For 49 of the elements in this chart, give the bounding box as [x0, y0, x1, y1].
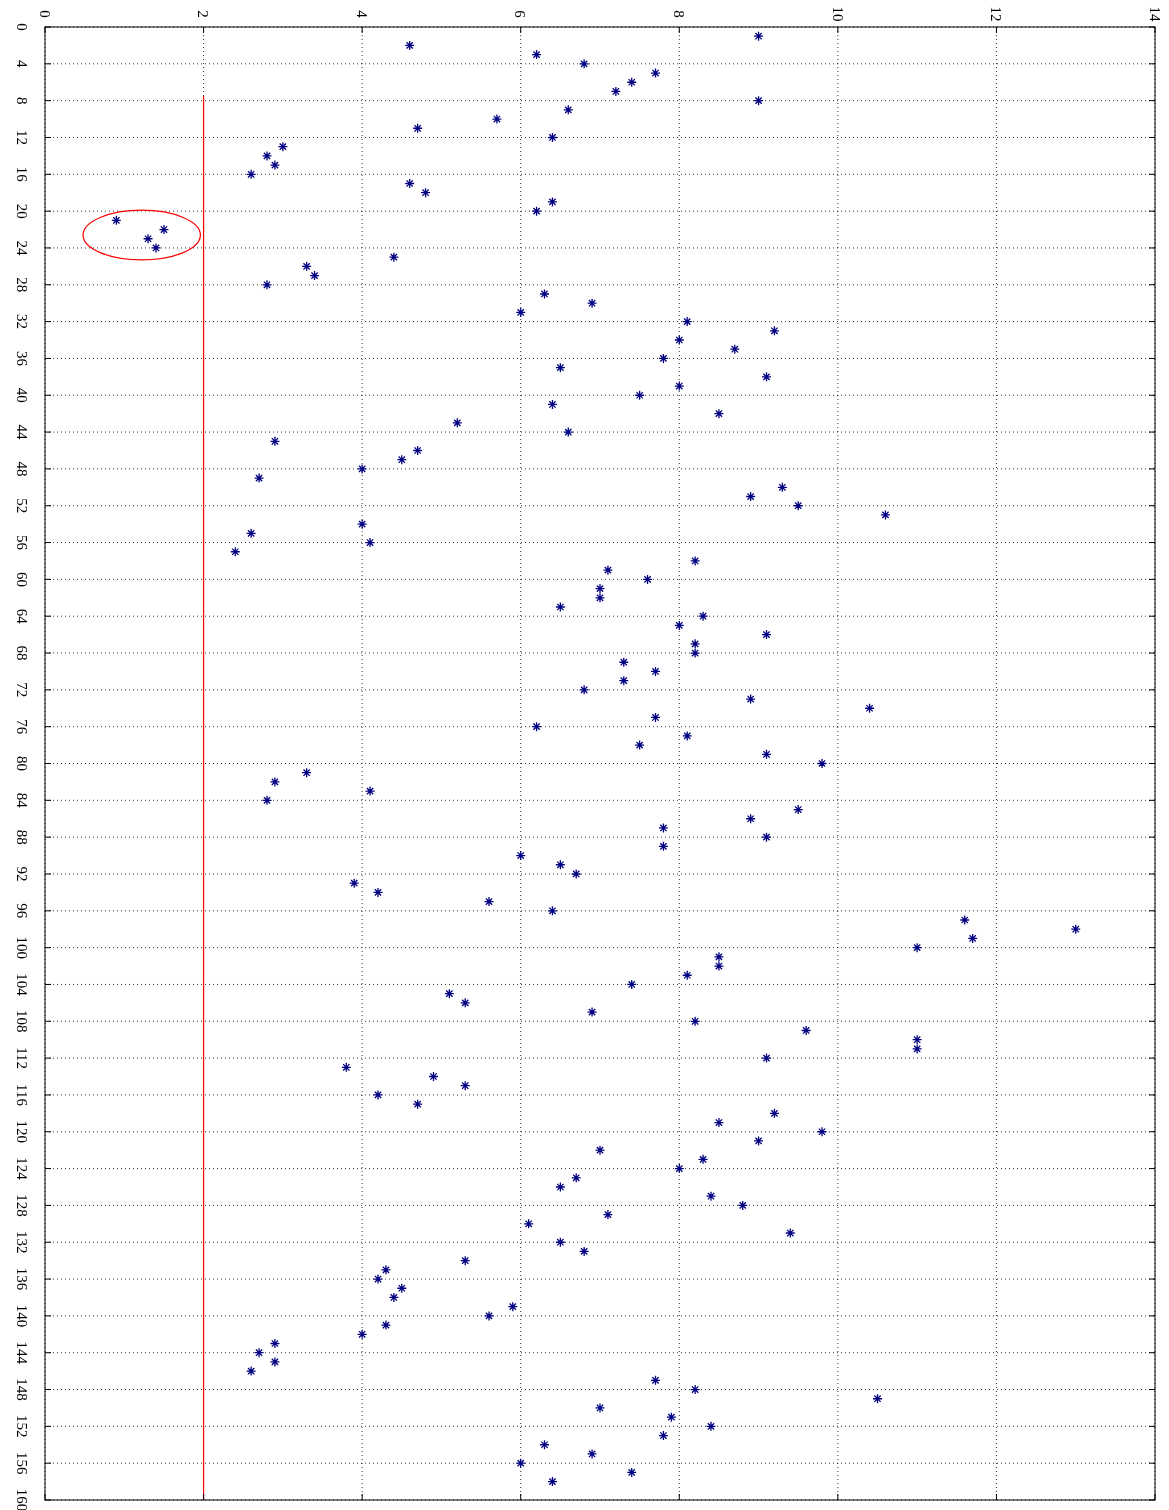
y-tick-label: 152 — [13, 1415, 30, 1438]
y-tick-label: 28 — [13, 277, 30, 293]
y-tick-label: 112 — [13, 1047, 30, 1070]
x-tick-label: 0 — [36, 10, 53, 18]
y-tick-label: 96 — [13, 903, 30, 919]
y-tick-label: 64 — [13, 608, 30, 625]
y-tick-label: 100 — [13, 936, 30, 959]
y-tick-label: 148 — [13, 1378, 30, 1401]
y-tick-label: 44 — [13, 424, 30, 441]
y-tick-label: 156 — [13, 1451, 30, 1475]
y-tick-label: 68 — [13, 645, 30, 661]
y-tick-label: 8 — [13, 96, 30, 105]
y-tick-label: 80 — [13, 756, 30, 771]
y-tick-label: 20 — [13, 203, 30, 219]
y-tick-label: 124 — [13, 1157, 30, 1181]
x-tick-label: 8 — [671, 10, 688, 18]
x-tick-label: 2 — [195, 10, 212, 18]
y-tick-label: 40 — [13, 387, 30, 403]
x-tick-label: 10 — [829, 6, 846, 22]
y-tick-label: 76 — [13, 719, 30, 735]
y-tick-label: 12 — [13, 129, 30, 145]
y-tick-label: 16 — [13, 166, 30, 183]
x-tick-label: 6 — [512, 10, 529, 19]
y-tick-label: 140 — [13, 1304, 30, 1328]
x-tick-label: 4 — [353, 10, 370, 19]
y-tick-label: 36 — [13, 350, 30, 367]
y-tick-label: 128 — [13, 1194, 30, 1217]
y-tick-label: 88 — [13, 829, 30, 845]
y-tick-label: 48 — [13, 461, 30, 477]
y-tick-label: 136 — [13, 1267, 30, 1291]
x-tick-label: 12 — [988, 6, 1005, 22]
y-tick-label: 24 — [13, 240, 30, 256]
y-tick-label: 52 — [13, 498, 30, 514]
y-tick-label: 132 — [13, 1230, 30, 1254]
y-tick-label: 60 — [13, 571, 30, 587]
y-tick-label: 92 — [13, 866, 30, 882]
x-tick-label: 14 — [1146, 6, 1163, 22]
y-tick-label: 0 — [13, 23, 30, 31]
y-tick-label: 32 — [13, 314, 30, 330]
y-tick-label: 116 — [13, 1083, 30, 1107]
y-tick-label: 104 — [13, 973, 30, 997]
y-tick-label: 144 — [13, 1341, 30, 1365]
y-tick-label: 160 — [13, 1488, 30, 1510]
y-tick-label: 108 — [13, 1010, 30, 1033]
y-tick-label: 84 — [13, 792, 30, 809]
y-tick-label: 72 — [13, 682, 30, 698]
y-tick-label: 4 — [13, 60, 30, 69]
y-tick-label: 56 — [13, 535, 30, 551]
y-tick-label: 120 — [13, 1120, 30, 1143]
